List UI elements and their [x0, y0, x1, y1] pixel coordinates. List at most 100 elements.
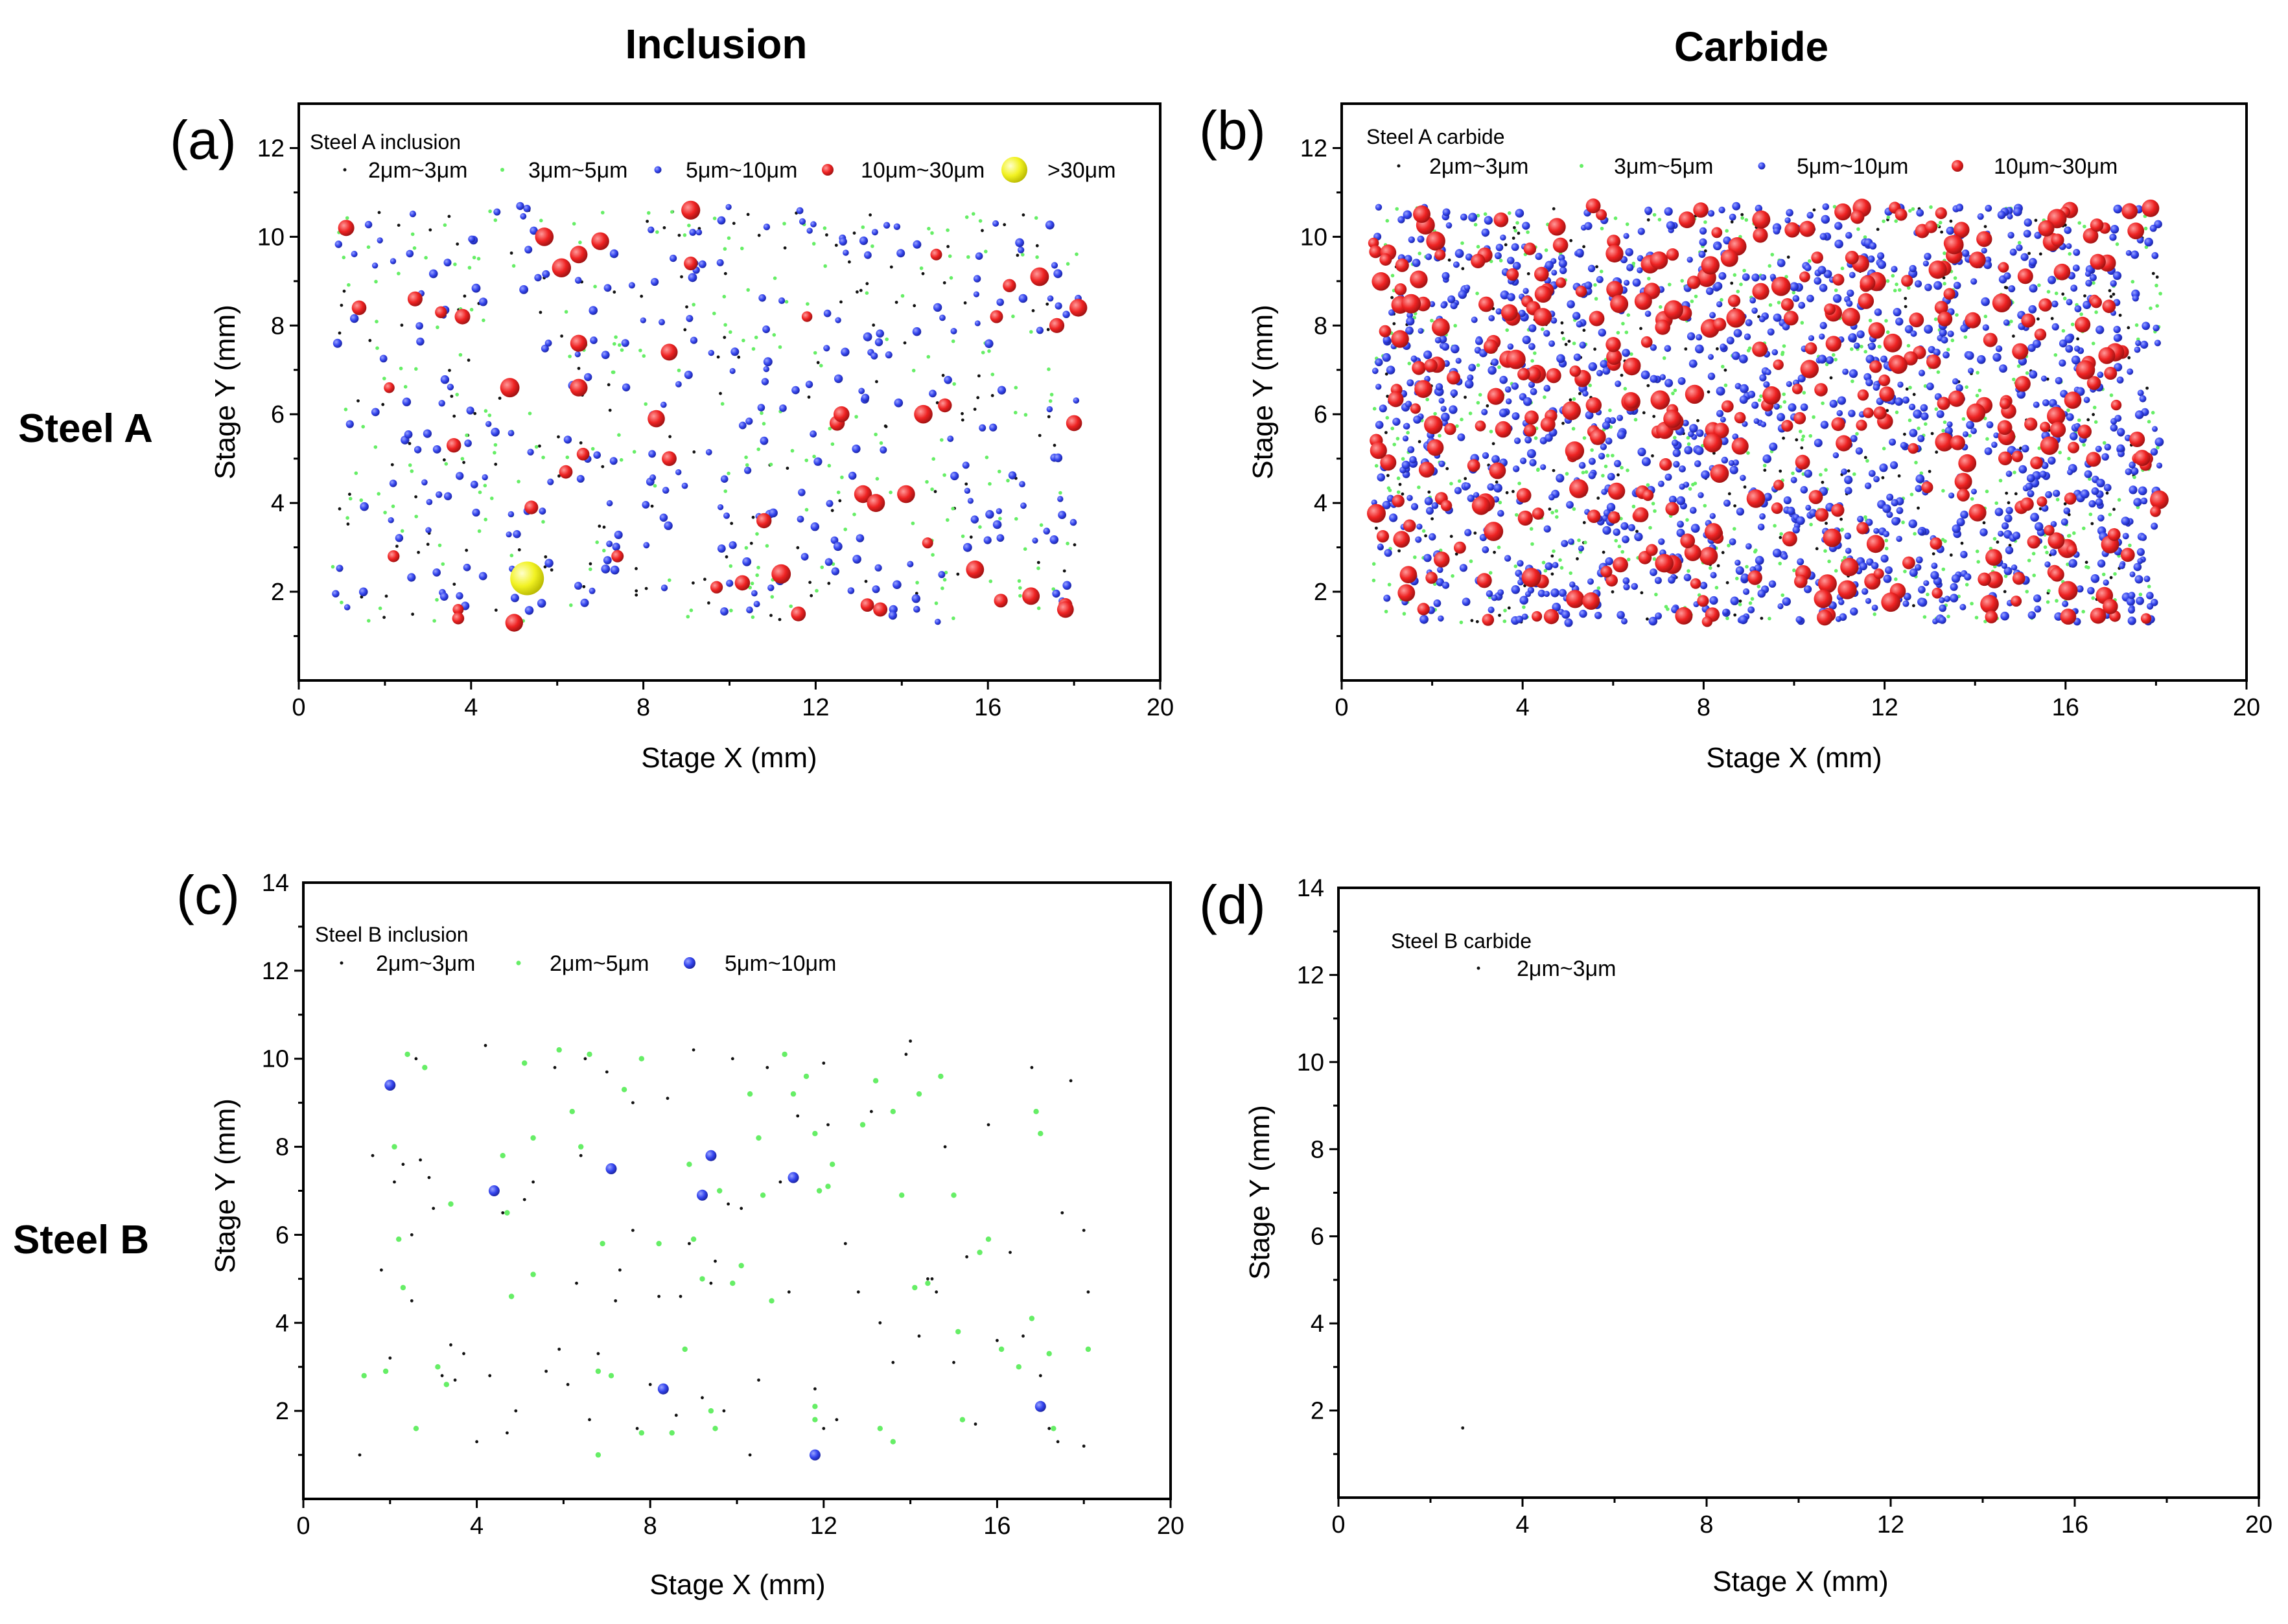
- point-b: [1998, 478, 2003, 483]
- point-b: [1403, 210, 1412, 220]
- point-b: [1832, 294, 1842, 303]
- point-a: [456, 472, 464, 480]
- point-b: [1486, 590, 1493, 597]
- point-b: [1635, 529, 1639, 533]
- point-b: [1384, 549, 1392, 557]
- point-a: [435, 597, 439, 602]
- point-a: [1046, 328, 1050, 331]
- point-b: [1920, 404, 1928, 412]
- point-b: [2063, 502, 2067, 505]
- point-a: [424, 255, 428, 260]
- point-b: [1895, 397, 1904, 406]
- point-b: [1856, 419, 1867, 431]
- point-b: [1697, 595, 1709, 607]
- point-a: [336, 564, 344, 572]
- point-b: [2122, 533, 2129, 540]
- point-a: [340, 600, 344, 605]
- point-b: [1997, 211, 2006, 220]
- legend-c-label-c2: 2μm~5μm: [550, 951, 649, 976]
- point-a: [970, 515, 979, 524]
- point-b: [1806, 294, 1814, 303]
- point-b: [2091, 487, 2099, 495]
- y-tick-label-d: 12: [1297, 962, 1324, 989]
- point-b: [1876, 227, 1880, 231]
- point-b: [1975, 393, 1979, 398]
- point-b: [1823, 528, 1842, 548]
- point-a: [903, 341, 907, 345]
- y-tick-label-d: 8: [1311, 1136, 1324, 1163]
- point-a: [973, 408, 977, 411]
- point-a: [662, 487, 670, 494]
- point-a: [710, 581, 723, 594]
- point-b: [1405, 326, 1414, 335]
- point-a: [946, 518, 950, 522]
- point-b: [1935, 207, 1947, 220]
- point-b: [1814, 383, 1828, 397]
- point-a: [815, 588, 819, 593]
- point-b: [1543, 395, 1547, 399]
- point-b: [1993, 432, 2000, 439]
- point-b: [1476, 213, 1480, 218]
- point-b: [2138, 592, 2143, 597]
- point-b: [1606, 349, 1622, 365]
- point-b: [1646, 384, 1650, 388]
- point-c: [878, 1321, 882, 1325]
- point-a: [987, 349, 991, 353]
- legend-a-marker-c4: [822, 164, 834, 176]
- point-b: [1606, 503, 1616, 512]
- point-b: [1698, 251, 1706, 258]
- point-a: [1017, 579, 1021, 583]
- point-b: [1425, 253, 1432, 261]
- point-b: [1690, 578, 1701, 589]
- point-a: [748, 585, 752, 590]
- point-c: [686, 1161, 692, 1167]
- point-b: [2067, 456, 2071, 461]
- point-b: [1709, 566, 1712, 570]
- point-a: [834, 406, 850, 423]
- point-a: [574, 581, 583, 590]
- point-a: [725, 555, 729, 559]
- point-b: [1786, 506, 1795, 515]
- point-b: [2128, 592, 2136, 599]
- point-b: [2095, 325, 2105, 334]
- point-b: [1926, 382, 1934, 391]
- point-c: [508, 1293, 515, 1299]
- point-b: [1879, 386, 1895, 402]
- point-b: [1455, 424, 1459, 428]
- point-b: [1613, 216, 1618, 220]
- point-b: [2068, 559, 2077, 568]
- point-b: [1564, 618, 1573, 627]
- point-a: [517, 480, 520, 483]
- point-a: [509, 553, 514, 557]
- x-tick-label-c: 20: [1157, 1513, 1184, 1540]
- point-c: [812, 1417, 818, 1422]
- point-b: [1506, 268, 1519, 281]
- point-b: [2083, 301, 2092, 309]
- point-c: [1030, 1065, 1034, 1069]
- point-a: [1053, 453, 1063, 463]
- point-b: [1491, 358, 1499, 366]
- y-tick-label-a: 2: [271, 579, 285, 606]
- point-a: [692, 450, 696, 454]
- point-c: [404, 1051, 410, 1058]
- point-b: [1995, 345, 2003, 353]
- point-b: [1543, 384, 1551, 392]
- point-a: [804, 507, 809, 512]
- point-b: [1759, 394, 1763, 399]
- point-a: [660, 401, 667, 408]
- point-b: [1664, 300, 1683, 319]
- point-b: [1637, 267, 1643, 273]
- point-b: [1822, 203, 1830, 211]
- point-b: [1514, 437, 1521, 445]
- point-b: [2048, 275, 2057, 284]
- point-a: [810, 430, 817, 438]
- point-b: [1642, 489, 1654, 502]
- point-b: [1655, 612, 1663, 620]
- point-b: [2038, 298, 2052, 312]
- point-b: [1387, 583, 1392, 586]
- point-b: [1633, 417, 1638, 422]
- point-b: [1602, 550, 1605, 554]
- x-tick-label-b: 8: [1697, 694, 1710, 721]
- point-b: [1418, 328, 1424, 334]
